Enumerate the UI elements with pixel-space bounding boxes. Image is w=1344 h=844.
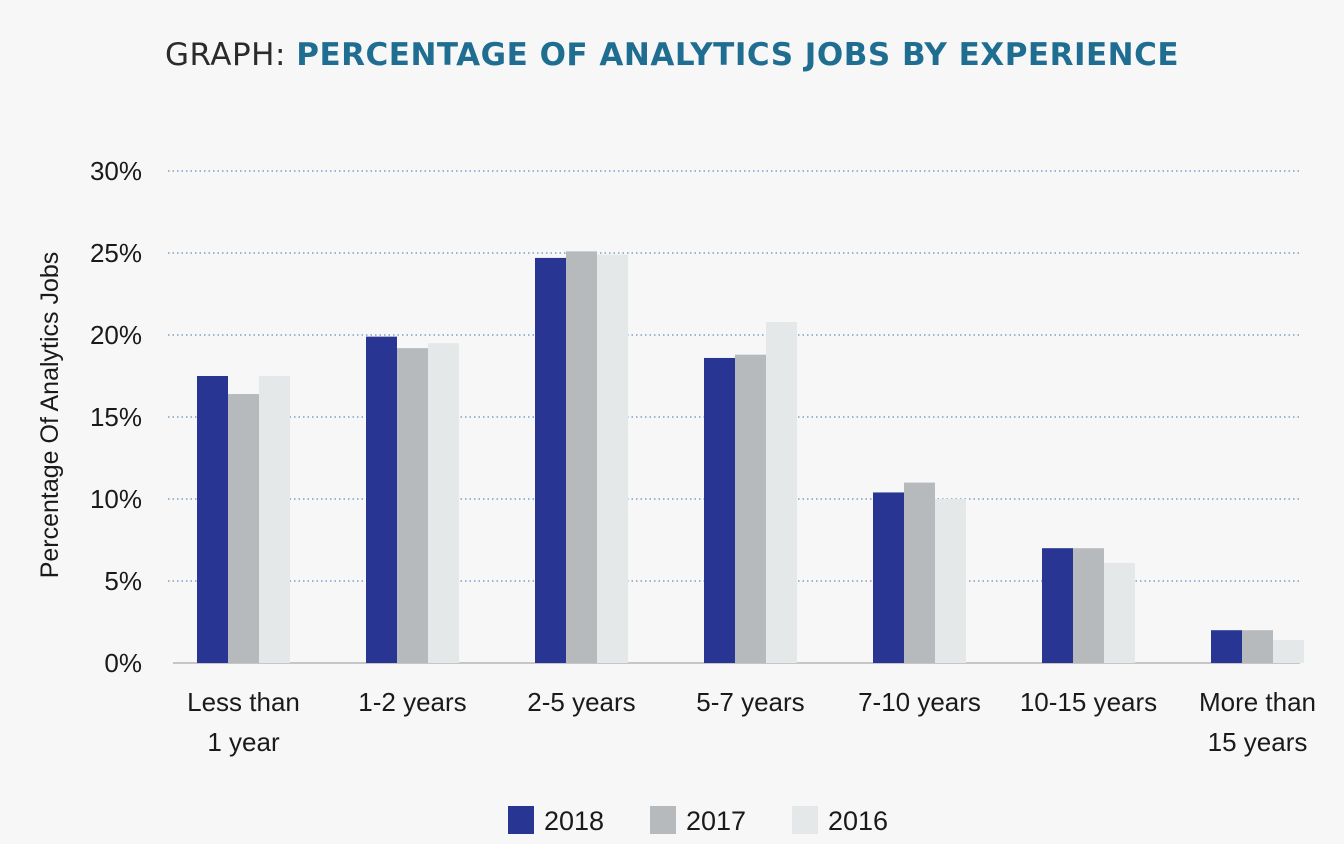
x-axis-ticks: Less than 1 year 1-2 years 2-5 years 5-7 yea… <box>187 687 1316 757</box>
y-tick-label: 10% <box>90 484 142 514</box>
x-tick-label: 10-15 years <box>1020 687 1157 717</box>
y-tick-label: 25% <box>90 238 142 268</box>
chart-title-prefix: GRAPH: <box>164 37 286 73</box>
bar-2016 <box>1104 562 1135 663</box>
y-tick-label: 15% <box>90 402 142 432</box>
legend-swatch-2017 <box>650 806 676 834</box>
legend-label-2016: 2016 <box>828 806 888 836</box>
bar-2017 <box>397 348 428 663</box>
y-tick-label: 30% <box>90 156 142 186</box>
bar-2018 <box>197 376 228 663</box>
bar-2017 <box>228 394 259 663</box>
legend-swatch-2018 <box>508 806 534 834</box>
x-tick-label: 1-2 years <box>358 687 466 717</box>
y-axis-label: Percentage Of Analytics Jobs <box>36 252 64 579</box>
x-tick-label: Less than 1 year <box>187 687 300 757</box>
y-tick-label: 5% <box>104 566 142 596</box>
bar-2018 <box>366 336 397 663</box>
bar-2017 <box>1073 548 1104 663</box>
bar-2017 <box>735 354 766 663</box>
y-tick-label: 0% <box>104 648 142 678</box>
x-tick-label: 5-7 years <box>696 687 804 717</box>
bar-2017 <box>1242 630 1273 663</box>
bar-2016 <box>597 254 628 663</box>
chart-title-main: PERCENTAGE OF ANALYTICS JOBS BY EXPERIEN… <box>296 37 1180 73</box>
bar-2018 <box>704 357 735 663</box>
legend-label-2017: 2017 <box>686 806 746 836</box>
bar-2016 <box>935 499 966 663</box>
y-axis-ticks: 0% 5% 10% 15% 20% 25% 30% <box>90 156 142 678</box>
bar-2018 <box>1211 630 1242 663</box>
bar-2018 <box>873 492 904 663</box>
bar-2017 <box>904 482 935 663</box>
bar-2018 <box>535 257 566 663</box>
legend-swatch-2016 <box>792 806 818 834</box>
chart-title: GRAPH: PERCENTAGE OF ANALYTICS JOBS BY E… <box>0 32 1344 78</box>
bar-2016 <box>259 376 290 663</box>
bar-2018 <box>1042 548 1073 663</box>
bar-2017 <box>566 251 597 664</box>
legend-label-2018: 2018 <box>544 806 604 836</box>
bar-2016 <box>766 321 797 663</box>
y-tick-label: 20% <box>90 320 142 350</box>
bars <box>197 251 1304 664</box>
x-tick-label: 2-5 years <box>527 687 635 717</box>
x-tick-label: 7-10 years <box>858 687 981 717</box>
x-tick-label: More than 15 years <box>1199 687 1316 757</box>
legend: 2018 2017 2016 <box>508 806 888 836</box>
bar-2016 <box>1273 640 1304 663</box>
bar-2016 <box>428 343 459 663</box>
